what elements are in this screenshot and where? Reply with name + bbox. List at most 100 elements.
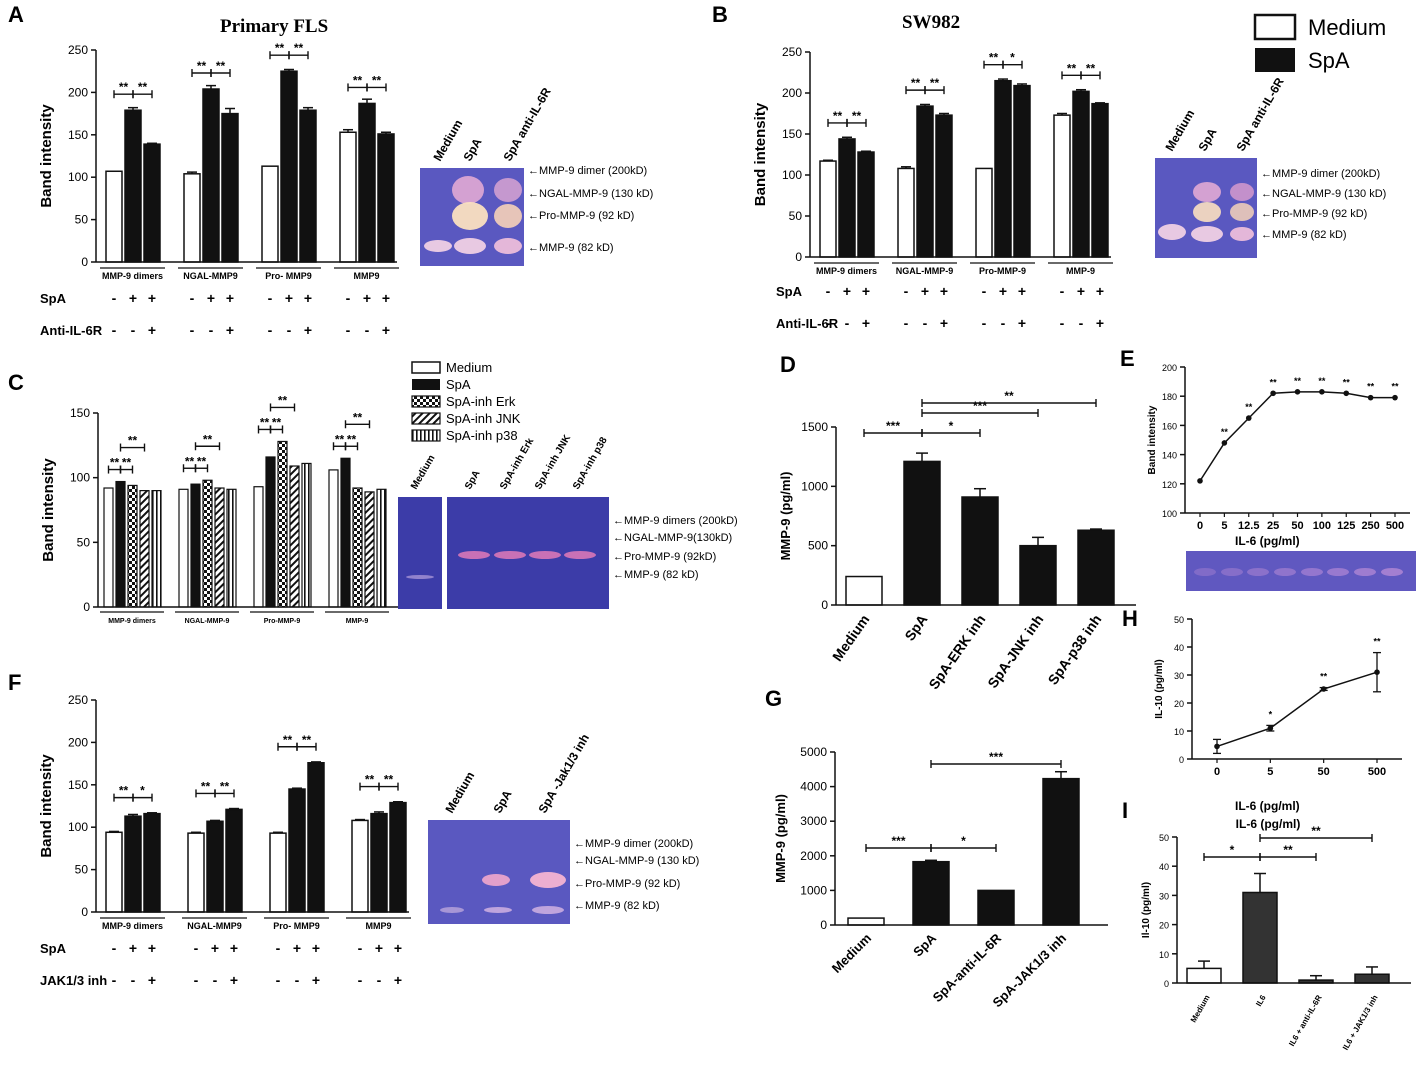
panel-d-sig-0-label: *** xyxy=(886,419,900,433)
panel-a-y-tick-label-3: 150 xyxy=(68,128,88,142)
panel-f-cond-0-1-1: + xyxy=(211,940,219,956)
panel-a-gel-band-4 xyxy=(424,240,452,252)
panel-f-y-tick-label-5: 250 xyxy=(68,693,88,707)
panel-b-cond-0-0-1: + xyxy=(843,283,851,299)
panel-b-gel-lane-0: Medium xyxy=(1162,107,1197,153)
panel-c-gel-band-label-2: ←Pro-MMP-9 (92kD) xyxy=(613,551,716,563)
panel-e-sig-6: ** xyxy=(1343,377,1351,387)
panel-b-bar-0-0 xyxy=(819,160,837,258)
panel-f-cond-1-2-1: - xyxy=(295,972,300,988)
panel-b-bar-2-0 xyxy=(975,167,993,258)
legend-c-swatch-3 xyxy=(411,412,441,425)
panel-c-sig-5-label: ** xyxy=(203,432,213,446)
panel-f-cond-0-0-1: + xyxy=(129,940,137,956)
legend-c-swatch-2 xyxy=(411,395,441,408)
panel-a-sig-0-0-label: ** xyxy=(119,80,129,94)
panel-c-bar-1-4 xyxy=(226,488,237,608)
panel-a-cond-1-1-1: - xyxy=(209,322,214,338)
panel-a-group-label-2: Pro- MMP9 xyxy=(265,271,312,281)
panel-label-i: I xyxy=(1122,798,1128,823)
panel-e-sig-2: ** xyxy=(1245,402,1253,412)
panel-h-y-tick-label-4: 40 xyxy=(1174,643,1184,653)
panel-b-group-label-3: MMP-9 xyxy=(1066,266,1095,276)
panel-f-gel-band-label-0: ←MMP-9 dimer (200kD) xyxy=(574,838,693,850)
panel-e-gel-band-7 xyxy=(1381,568,1403,576)
panel-b-gel-band-label-3: ←MMP-9 (82 kD) xyxy=(1261,229,1347,241)
panel-c-gel-band-0 xyxy=(458,551,490,559)
panel-c-sig-0-label: ** xyxy=(110,456,120,470)
panel-g-ylabel: MMP-9 (pg/ml) xyxy=(773,794,788,883)
panel-b-bar-3-0 xyxy=(1053,114,1071,258)
panel-label-d: D xyxy=(780,352,796,377)
panel-b-cond-0-1-2: + xyxy=(940,283,948,299)
legend-ab: Medium SpA xyxy=(1253,13,1386,73)
legend-c-label-2: SpA-inh Erk xyxy=(446,394,516,409)
panel-c-gel-lane-2: SpA-inh Erk xyxy=(498,436,536,491)
panel-i-xtick-label-0: Medium xyxy=(1189,994,1212,1025)
panel-a-cond-0-2-1: + xyxy=(285,290,293,306)
panel-d-y-tick-label-2: 1000 xyxy=(801,479,828,493)
panel-b-gel-lane-2: SpA anti-IL-6R xyxy=(1233,75,1286,153)
panel-h-y-tick-label-0: 0 xyxy=(1179,755,1184,765)
panel-a-cond-0-0-1: + xyxy=(129,290,137,306)
panel-f-group-label-0: MMP-9 dimers xyxy=(102,921,163,931)
panel-a-gel-band-6 xyxy=(494,238,522,254)
panel-c-sig-8-label: ** xyxy=(278,393,288,407)
panel-c-y-tick-label-0: 0 xyxy=(83,600,90,614)
legend-c-swatch-1 xyxy=(412,379,440,390)
panel-b-bar-3-2 xyxy=(1091,102,1109,258)
panel-d-xtick-label-4: SpA-p38 inh xyxy=(1045,612,1105,688)
panel-g-y-tick-label-0: 0 xyxy=(820,918,827,932)
panel-c-bar-0-0 xyxy=(103,487,114,608)
panel-f-cond-0-2-1: + xyxy=(293,940,301,956)
panel-b-cond-0-3-1: + xyxy=(1077,283,1085,299)
panel-f-cond-0-2-2: + xyxy=(312,940,320,956)
panel-f-cond-0-0-0: - xyxy=(112,940,117,956)
panel-a-gel-band-label-3: ←MMP-9 (82 kD) xyxy=(528,242,614,254)
panel-e-y-tick-label-4: 180 xyxy=(1162,392,1177,402)
panel-a-cond-1-0-0: - xyxy=(112,322,117,338)
panel-e-y-tick-label-1: 120 xyxy=(1162,480,1177,490)
panel-f-cond-1-3-1: - xyxy=(377,972,382,988)
panel-f-cond-1-0-1: - xyxy=(131,972,136,988)
legend-c-label-3: SpA-inh JNK xyxy=(446,411,521,426)
panel-c-bar-1-2 xyxy=(202,479,213,608)
panel-c-bar-1-0 xyxy=(178,488,189,608)
panel-e-point-2 xyxy=(1245,415,1252,421)
panel-g-sig-0-label: *** xyxy=(891,834,905,848)
panel-d-xtick-label-2: SpA-ERK inh xyxy=(925,612,988,693)
panel-d-xtick-label-1: SpA xyxy=(901,612,930,644)
panel-c-sig-10-label: ** xyxy=(347,432,357,446)
panel-c-sig-6-label: ** xyxy=(260,415,270,429)
panel-b-bar-2-2 xyxy=(1013,84,1031,258)
panel-f-gel-band-0 xyxy=(482,874,510,886)
panel-e-y-tick-label-2: 140 xyxy=(1162,451,1177,461)
panel-a-cond-1-2-2: + xyxy=(304,322,312,338)
panel-f-cond-1-3-2: + xyxy=(394,972,402,988)
panel-b-y-tick-label-2: 100 xyxy=(782,168,802,182)
legend-c-swatch-0 xyxy=(411,361,441,374)
panel-c-bar-3-3 xyxy=(364,491,375,608)
panel-f-gel-band-label-1: ←NGAL-MMP-9 (130 kD) xyxy=(574,855,699,867)
panel-c-bar-1-3 xyxy=(214,487,225,608)
panel-a-cond-1-3-2: + xyxy=(382,322,390,338)
panel-b-bar-1-0 xyxy=(897,167,915,258)
panel-a-group-label-0: MMP-9 dimers xyxy=(102,271,163,281)
legend-label-medium: Medium xyxy=(1308,15,1386,40)
panel-e-point-0 xyxy=(1197,478,1203,484)
panel-h-ylabel: IL-10 (pg/ml) xyxy=(1154,659,1165,718)
panel-b-y-tick-label-0: 0 xyxy=(795,250,802,264)
panel-i-y-tick-label-0: 0 xyxy=(1164,979,1169,989)
panel-d-y-tick-label-0: 0 xyxy=(821,598,828,612)
panel-c-sig-1-label: ** xyxy=(122,456,132,470)
panel-b-cond-0-2-1: + xyxy=(999,283,1007,299)
panel-a-cond-0-3-1: + xyxy=(363,290,371,306)
panel-b-cond-0-3-2: + xyxy=(1096,283,1104,299)
panel-e-gel xyxy=(1186,551,1416,591)
panel-f-bar-3-1 xyxy=(370,812,388,913)
panel-b-cond-1-3-0: - xyxy=(1060,315,1065,331)
panel-f-sig-0-0-label: ** xyxy=(119,784,129,798)
panel-f-ylabel: Band intensity xyxy=(38,754,55,858)
panel-h-sig-1: * xyxy=(1269,709,1273,719)
